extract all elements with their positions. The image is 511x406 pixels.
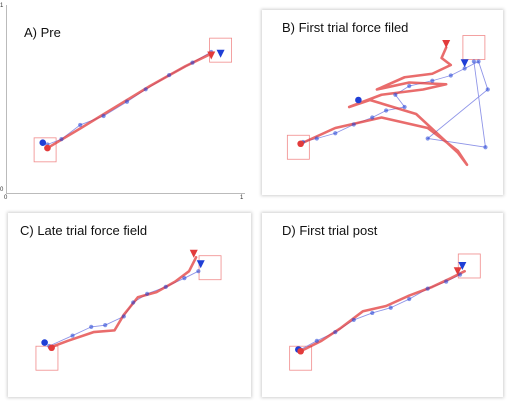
start-red-dot [48,344,55,352]
panel-c-late-trial-force: C) Late trial force field [8,213,251,397]
cursor-point-4 [370,115,375,120]
cursor-point-5 [143,87,148,92]
cursor-point-5 [131,300,136,305]
cursor-point-16 [471,59,476,64]
y-tick-top: 1 [0,3,4,9]
start-blue-dot [355,96,362,104]
end-blue-triangle [458,261,467,270]
panel-c-title: C) Late trial force field [20,223,148,238]
end-blue-triangle [196,260,205,269]
panel-b-title: B) First trial force filed [282,20,409,35]
cursor-point-6 [407,296,412,302]
cursor-point-3 [103,323,108,328]
cursor-point-4 [124,99,130,104]
end-target-box [457,253,481,279]
start-blue-dot [39,139,47,147]
y-tick-bottom: 0 [0,187,4,193]
cursor-point-2 [78,122,83,128]
hand-path [299,269,466,353]
start-target-box [289,345,313,371]
cursor-point-2 [333,131,338,136]
cursor-point-1 [314,136,319,141]
cursor-point-2 [89,324,94,329]
start-target-box [286,134,310,160]
cursor-point-6 [402,104,407,110]
panel-d-title: D) First trial post [282,223,378,238]
cursor-point-2 [333,330,338,335]
end-red-triangle [453,267,462,276]
x-tick-right: 1 [240,195,244,201]
cursor-point-4 [121,314,126,319]
cursor-point-11 [462,66,467,71]
cursor-trace [302,60,489,148]
start-red-dot [297,347,304,355]
cursor-point-5 [384,108,389,113]
cursor-point-13 [485,87,490,92]
end-blue-triangle [460,59,469,68]
cursor-point-3 [101,113,106,119]
cursor-point-7 [425,286,430,291]
start-blue-dot [41,339,48,346]
x-tick-left: 0 [4,195,8,201]
cursor-point-4 [370,310,375,316]
cursor-point-8 [182,276,187,281]
end-target-box [198,255,222,281]
cursor-point-8 [407,83,412,89]
panel-d-plot [289,253,481,371]
start-red-dot [44,144,51,152]
cursor-point-7 [190,60,195,65]
panel-a-plot [33,37,233,163]
axes-frame [6,5,245,194]
end-red-triangle [442,40,451,48]
cursor-point-1 [70,333,75,338]
cursor-point-15 [483,145,488,150]
start-target-box [33,137,57,163]
panel-d-first-trial-post: D) First trial post [262,213,503,397]
cursor-point-1 [59,137,64,142]
end-target-box [209,37,233,63]
cursor-point-9 [430,78,435,83]
cursor-point-8 [444,279,449,284]
cursor-point-12 [476,59,481,64]
panel-a-title: A) Pre [24,25,61,40]
end-target-box [462,35,486,60]
cursor-point-3 [351,122,356,127]
cursor-point-3 [351,317,356,323]
panel-b-plot [286,35,490,167]
cursor-point-9 [457,272,463,277]
cursor-point-7 [393,92,398,97]
panel-b-first-trial-force: B) First trial force filed [262,10,503,195]
cursor-point-1 [314,338,319,343]
end-red-triangle [189,249,198,258]
start-red-dot [297,140,304,148]
panel-c-plot [35,249,222,371]
cursor-point-6 [145,291,150,296]
cursor-point-5 [388,305,393,310]
start-target-box [35,345,59,371]
cursor-point-10 [448,73,453,78]
end-blue-triangle [216,49,225,58]
cursor-point-9 [196,269,201,274]
hand-path [299,46,469,167]
hand-path [47,255,198,350]
cursor-point-7 [163,284,168,289]
panel-a-pre: 1 0 0 1 A) Pre [0,3,250,201]
cursor-point-14 [425,136,430,141]
end-red-triangle [207,51,216,60]
cursor-point-6 [167,72,172,78]
hand-path [46,52,213,150]
